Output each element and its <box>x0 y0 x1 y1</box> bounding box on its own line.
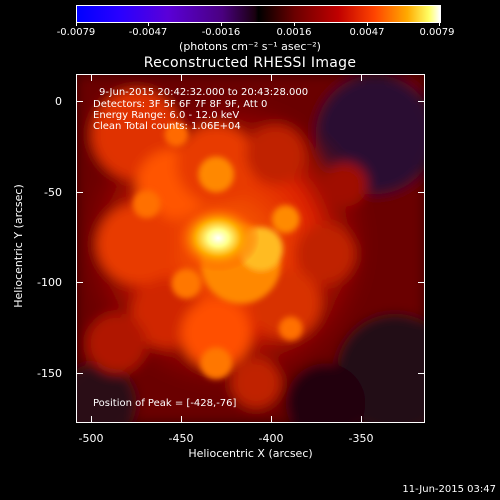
detectors-info: Detectors: 3F 5F 6F 7F 8F 9F, Att 0 <box>93 99 268 110</box>
x-tick-label: -350 <box>348 432 374 445</box>
y-tick-label: -100 <box>37 276 62 289</box>
colorbar-tick-label: -0.0079 <box>56 27 96 38</box>
timestamp: 11-Jun-2015 03:47 <box>402 484 496 495</box>
colorbar-tick-label: 0.0016 <box>276 27 312 38</box>
x-tick-label: -500 <box>78 432 104 445</box>
colorbar-tick-label: 0.0047 <box>349 27 385 38</box>
colorbar-ticks <box>76 22 441 27</box>
colorbar-units: (photons cm⁻² s⁻¹ asec⁻²) <box>179 40 321 53</box>
x-axis-title: Heliocentric X (arcsec) <box>188 447 313 460</box>
colorbar <box>76 5 441 23</box>
energy-range: Energy Range: 6.0 - 12.0 keV <box>93 110 240 121</box>
colorbar-tick-label: 0.0079 <box>419 27 455 38</box>
peak-position: Position of Peak = [-428,-76] <box>93 398 237 409</box>
time-range: 9-Jun-2015 20:42:32.000 to 20:43:28.000 <box>99 87 309 98</box>
y-tick-label: -50 <box>44 186 62 199</box>
solar-flare-image <box>77 75 424 422</box>
x-tick-label: -400 <box>258 432 284 445</box>
y-tick-label: 0 <box>55 95 62 108</box>
x-tick-label: -450 <box>168 432 194 445</box>
solar-image-plot: 9-Jun-2015 20:42:32.000 to 20:43:28.000 … <box>76 74 425 423</box>
y-tick-label: -150 <box>37 367 62 380</box>
clean-counts: Clean Total counts: 1.06E+04 <box>93 121 241 132</box>
page-title: Reconstructed RHESSI Image <box>143 55 357 71</box>
y-axis-title: Heliocentric Y (arcsec) <box>12 184 25 308</box>
colorbar-tick-label: -0.0016 <box>201 27 241 38</box>
colorbar-tick-label: -0.0047 <box>128 27 168 38</box>
